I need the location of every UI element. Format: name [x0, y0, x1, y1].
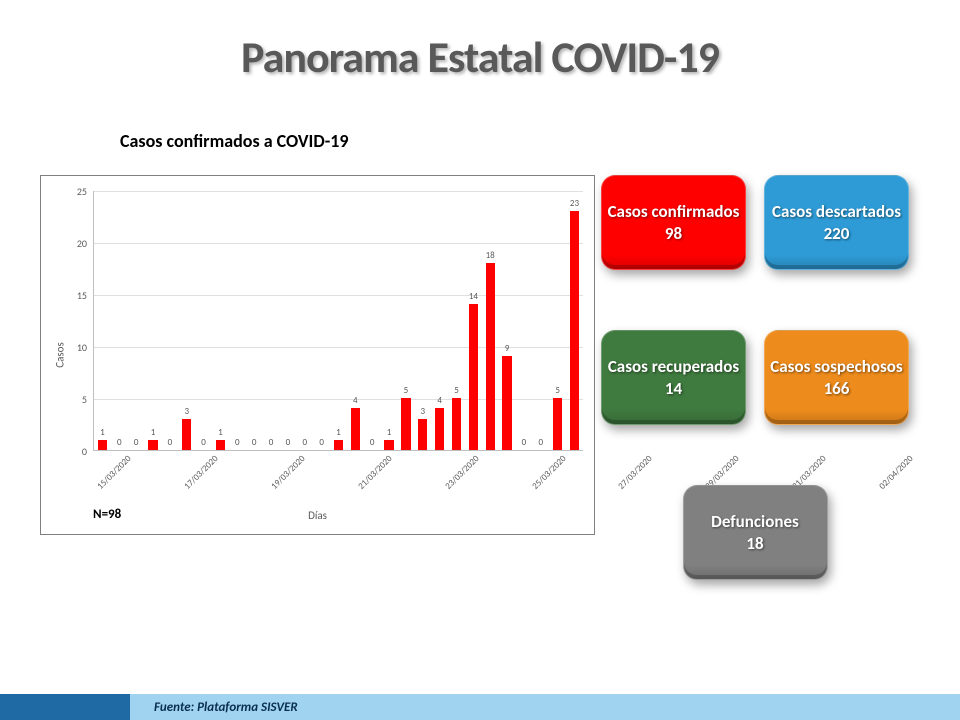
bar-value-label: 5 [555, 385, 560, 396]
x-tick-label: 23/03/2020 [443, 453, 516, 526]
bar-value-label: 14 [469, 291, 478, 302]
card-discarded: Casos descartados 220 [764, 175, 909, 270]
bar [401, 398, 410, 450]
bar-value-label: 1 [100, 427, 105, 438]
card-deaths: Defunciones 18 [683, 485, 828, 580]
bar [148, 440, 157, 450]
bar-value-label: 9 [505, 343, 510, 354]
bar-value-label: 0 [269, 437, 274, 448]
bar-value-label: 0 [370, 437, 375, 448]
bar-value-label: 0 [168, 437, 173, 448]
bar-value-label: 4 [353, 395, 358, 406]
bar-value-label: 4 [437, 395, 442, 406]
bar-value-label: 0 [134, 437, 139, 448]
card-recovered-value: 14 [665, 378, 682, 399]
card-suspected-value: 166 [824, 378, 850, 399]
page-title: Panorama Estatal COVID-19 [0, 0, 960, 84]
card-suspected: Casos sospechosos 166 [764, 330, 909, 425]
card-discarded-value: 220 [824, 223, 850, 244]
card-confirmed-value: 98 [665, 223, 682, 244]
card-recovered-label: Casos recuperados [608, 356, 739, 377]
y-tick-label: 10 [63, 341, 87, 354]
summary-cards: Casos confirmados 98 Casos descartados 2… [595, 175, 915, 640]
bar [351, 408, 360, 450]
bar-value-label: 0 [117, 437, 122, 448]
chart-subtitle: Casos confirmados a COVID-19 [120, 130, 348, 152]
chart-container: Casos 0510152025 10010301000000140153451… [40, 175, 595, 535]
card-recovered: Casos recuperados 14 [601, 330, 746, 425]
bar [334, 440, 343, 450]
x-tick-label: 21/03/2020 [356, 453, 429, 526]
bar-value-label: 1 [336, 427, 341, 438]
bar-value-label: 0 [201, 437, 206, 448]
bar [182, 419, 191, 450]
footer-accent [0, 694, 130, 720]
bar [486, 263, 495, 450]
bar-value-label: 0 [286, 437, 291, 448]
bar-value-label: 5 [404, 385, 409, 396]
bar-value-label: 0 [522, 437, 527, 448]
card-discarded-label: Casos descartados [772, 201, 901, 222]
y-tick-label: 5 [63, 393, 87, 406]
bar-value-label: 0 [319, 437, 324, 448]
card-confirmed-label: Casos confirmados [608, 201, 740, 222]
bar [502, 356, 511, 450]
y-tick-label: 20 [63, 237, 87, 250]
card-confirmed: Casos confirmados 98 [601, 175, 746, 270]
footer-source: Fuente: Plataforma SISVER [130, 694, 960, 720]
card-deaths-label: Defunciones [711, 511, 799, 532]
bar-value-label: 23 [570, 198, 579, 209]
card-suspected-label: Casos sospechosos [770, 356, 902, 377]
bar [435, 408, 444, 450]
y-tick-label: 15 [63, 289, 87, 302]
bar-value-label: 1 [387, 427, 392, 438]
footer: Fuente: Plataforma SISVER [0, 694, 960, 720]
bar [98, 440, 107, 450]
card-deaths-value: 18 [746, 533, 763, 554]
x-tick-label: 17/03/2020 [182, 453, 255, 526]
bar [216, 440, 225, 450]
bar-value-label: 0 [302, 437, 307, 448]
x-axis-label: Días [308, 509, 327, 522]
bar-value-label: 1 [151, 427, 156, 438]
n-label: N=98 [93, 507, 121, 522]
x-tick-label: 19/03/2020 [269, 453, 342, 526]
bar [570, 211, 579, 450]
bar [418, 419, 427, 450]
bar [553, 398, 562, 450]
bar-value-label: 0 [538, 437, 543, 448]
bar-value-label: 0 [252, 437, 257, 448]
bar [384, 440, 393, 450]
bar-value-label: 18 [486, 250, 495, 261]
bar-value-label: 1 [218, 427, 223, 438]
bar-value-label: 3 [420, 406, 425, 417]
x-tick-label: 25/03/2020 [530, 453, 603, 526]
y-tick-label: 0 [63, 445, 87, 458]
bar-value-label: 3 [184, 406, 189, 417]
bar [452, 398, 461, 450]
y-tick-label: 25 [63, 185, 87, 198]
bar [469, 304, 478, 450]
bar-value-label: 5 [454, 385, 459, 396]
bar-value-label: 0 [235, 437, 240, 448]
chart-plot: 0510152025 10010301000000140153451418900… [93, 191, 583, 451]
